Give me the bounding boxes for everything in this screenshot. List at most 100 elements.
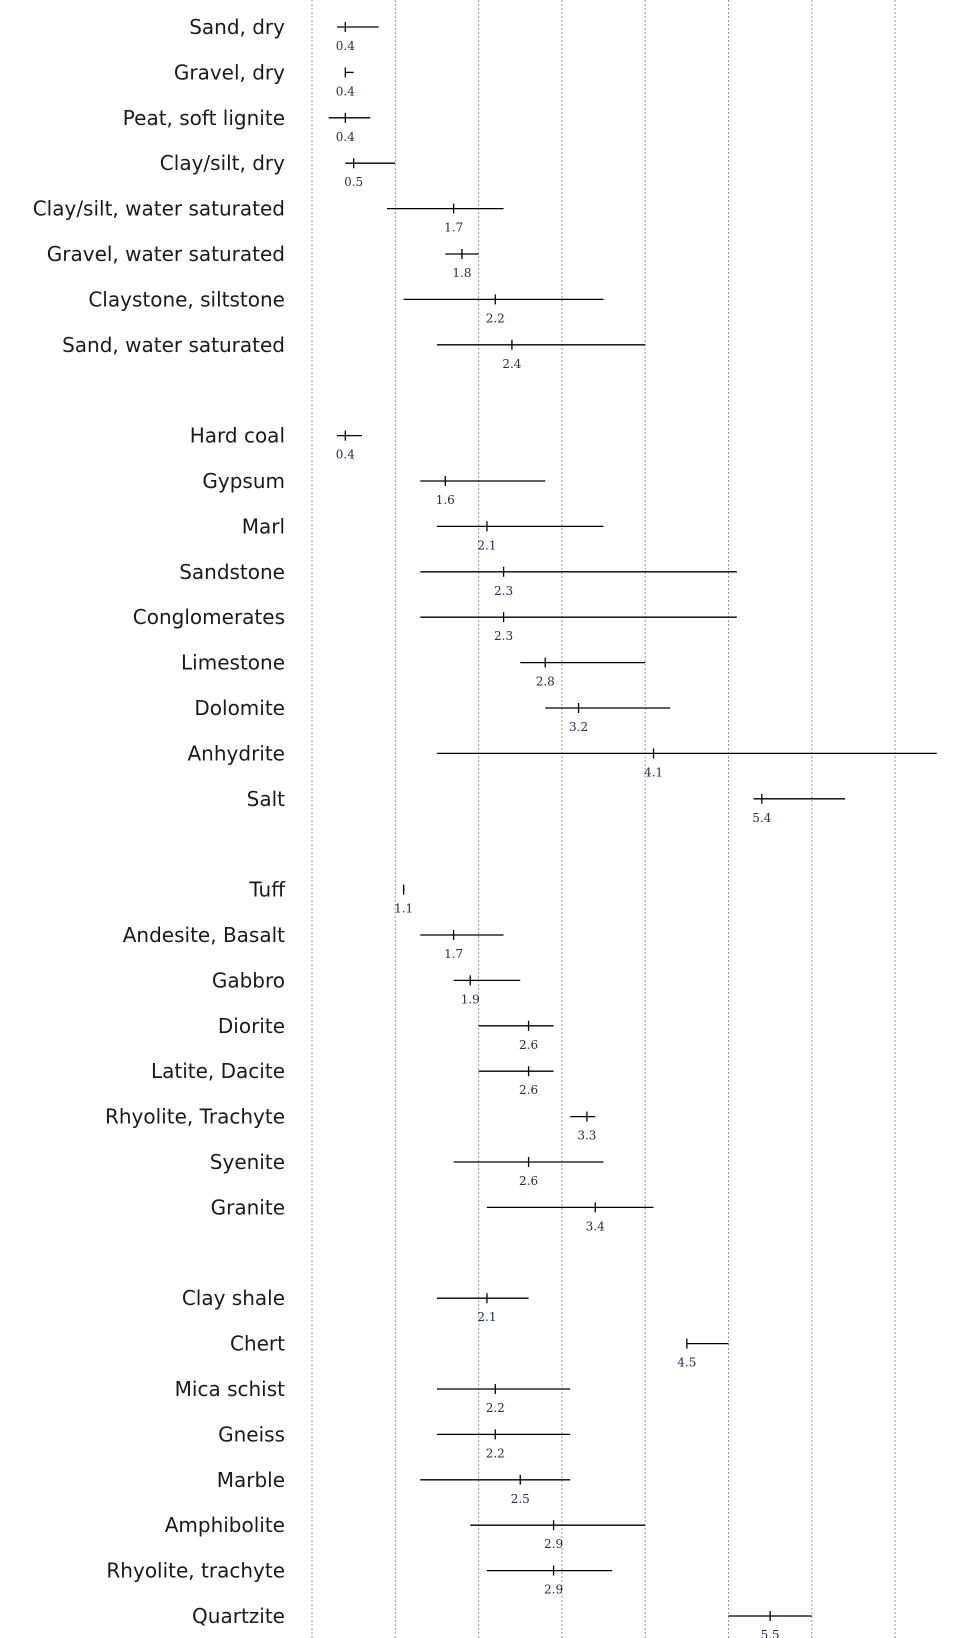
data-row: Gneiss 2.2 <box>218 1422 571 1460</box>
grid-layer <box>311 0 896 1638</box>
category-label: Limestone <box>181 651 285 675</box>
data-row: Gravel, dry 0.4 <box>174 60 355 98</box>
category-label: Hard coal <box>190 424 285 448</box>
value-label: 0.4 <box>336 448 355 462</box>
value-label: 5.5 <box>761 1628 780 1638</box>
data-row: Clay/silt, water saturated 1.7 <box>33 197 504 235</box>
category-label: Dolomite <box>194 696 285 720</box>
value-label: 2.1 <box>477 538 496 552</box>
category-label: Sand, water saturated <box>62 333 285 357</box>
category-label: Gypsum <box>202 469 285 493</box>
data-row: Rhyolite, trachyte 2.9 <box>106 1559 612 1597</box>
data-row: Peat, soft lignite 0.4 <box>123 106 371 144</box>
value-label: 0.4 <box>336 130 355 144</box>
value-label: 2.2 <box>486 1401 505 1415</box>
data-row: Sand, dry 0.4 <box>189 15 379 53</box>
data-row: Syenite 2.6 <box>210 1150 604 1188</box>
data-row: Quartzite 5.5 <box>192 1604 812 1638</box>
category-label: Clay/silt, dry <box>160 151 285 175</box>
category-label: Andesite, Basalt <box>123 923 285 947</box>
value-label: 1.8 <box>452 266 471 280</box>
category-label: Clay shale <box>182 1286 285 1310</box>
category-label: Gravel, dry <box>174 60 285 84</box>
data-row: Diorite 2.6 <box>218 1014 554 1052</box>
data-row: Anhydrite 4.1 <box>188 741 937 779</box>
value-label: 2.2 <box>486 1446 505 1460</box>
data-row: Limestone 2.8 <box>181 651 646 689</box>
category-label: Granite <box>211 1195 285 1219</box>
value-label: 1.9 <box>461 992 480 1006</box>
data-row: Claystone, siltstone 2.2 <box>88 287 604 325</box>
value-label: 2.4 <box>502 357 521 371</box>
category-label: Peat, soft lignite <box>123 106 285 130</box>
category-label: Sandstone <box>179 560 285 584</box>
category-label: Quartzite <box>192 1604 285 1628</box>
value-label: 1.6 <box>436 493 455 507</box>
data-row: Gypsum 1.6 <box>202 469 546 507</box>
value-label: 2.6 <box>519 1083 538 1097</box>
data-row: Tuff 1.1 <box>248 878 413 916</box>
data-row: Dolomite 3.2 <box>194 696 671 734</box>
value-label: 0.4 <box>336 84 355 98</box>
data-row: Andesite, Basalt 1.7 <box>123 923 504 961</box>
value-label: 0.5 <box>344 175 363 189</box>
category-label: Latite, Dacite <box>151 1059 285 1083</box>
data-row: Marble 2.5 <box>217 1468 571 1506</box>
category-label: Mica schist <box>175 1377 285 1401</box>
value-label: 2.9 <box>544 1537 563 1551</box>
category-label: Salt <box>247 787 286 811</box>
category-label: Tuff <box>248 878 286 902</box>
category-label: Gravel, water saturated <box>47 242 285 266</box>
value-label: 2.6 <box>519 1174 538 1188</box>
value-label: 1.7 <box>444 947 463 961</box>
data-row: Gabbro 1.9 <box>212 968 521 1006</box>
category-label: Anhydrite <box>188 741 286 765</box>
category-label: Conglomerates <box>133 605 285 629</box>
category-label: Marble <box>217 1468 285 1492</box>
data-row: Granite 3.4 <box>211 1195 654 1233</box>
value-label: 2.6 <box>519 1038 538 1052</box>
category-label: Syenite <box>210 1150 285 1174</box>
category-label: Claystone, siltstone <box>88 287 285 311</box>
data-row: Sand, water saturated 2.4 <box>62 333 646 371</box>
data-row: Conglomerates 2.3 <box>133 605 737 643</box>
value-label: 5.4 <box>752 811 771 825</box>
value-label: 4.5 <box>677 1356 696 1370</box>
category-label: Chert <box>230 1332 285 1356</box>
data-row: Marl 2.1 <box>242 514 604 552</box>
data-row: Clay/silt, dry 0.5 <box>160 151 396 189</box>
data-row: Latite, Dacite 2.6 <box>151 1059 554 1097</box>
value-label: 1.1 <box>394 902 413 916</box>
data-row: Sandstone 2.3 <box>179 560 737 598</box>
value-label: 2.9 <box>544 1583 563 1597</box>
category-label: Rhyolite, Trachyte <box>105 1105 285 1129</box>
value-label: 0.4 <box>336 39 355 53</box>
category-label: Gabbro <box>212 968 285 992</box>
data-row: Mica schist 2.2 <box>175 1377 571 1415</box>
category-label: Sand, dry <box>189 15 285 39</box>
value-label: 3.3 <box>577 1129 596 1143</box>
category-label: Gneiss <box>218 1422 285 1446</box>
data-row: Rhyolite, Trachyte 3.3 <box>105 1105 596 1143</box>
value-label: 3.2 <box>569 720 588 734</box>
category-label: Amphibolite <box>165 1513 285 1537</box>
value-label: 3.4 <box>586 1219 605 1233</box>
value-label: 2.2 <box>486 311 505 325</box>
data-row: Clay shale 2.1 <box>182 1286 529 1324</box>
value-label: 2.3 <box>494 584 513 598</box>
category-label: Rhyolite, trachyte <box>106 1559 285 1583</box>
data-row: Hard coal 0.4 <box>190 424 362 462</box>
value-label: 2.3 <box>494 629 513 643</box>
value-label: 4.1 <box>644 765 663 779</box>
category-label: Marl <box>242 514 285 538</box>
data-row: Chert 4.5 <box>230 1332 729 1370</box>
value-label: 2.8 <box>536 675 555 689</box>
value-label: 2.1 <box>477 1310 496 1324</box>
value-label: 1.7 <box>444 221 463 235</box>
data-row: Salt 5.4 <box>247 787 846 825</box>
category-label: Clay/silt, water saturated <box>33 197 285 221</box>
data-row: Gravel, water saturated 1.8 <box>47 242 479 280</box>
